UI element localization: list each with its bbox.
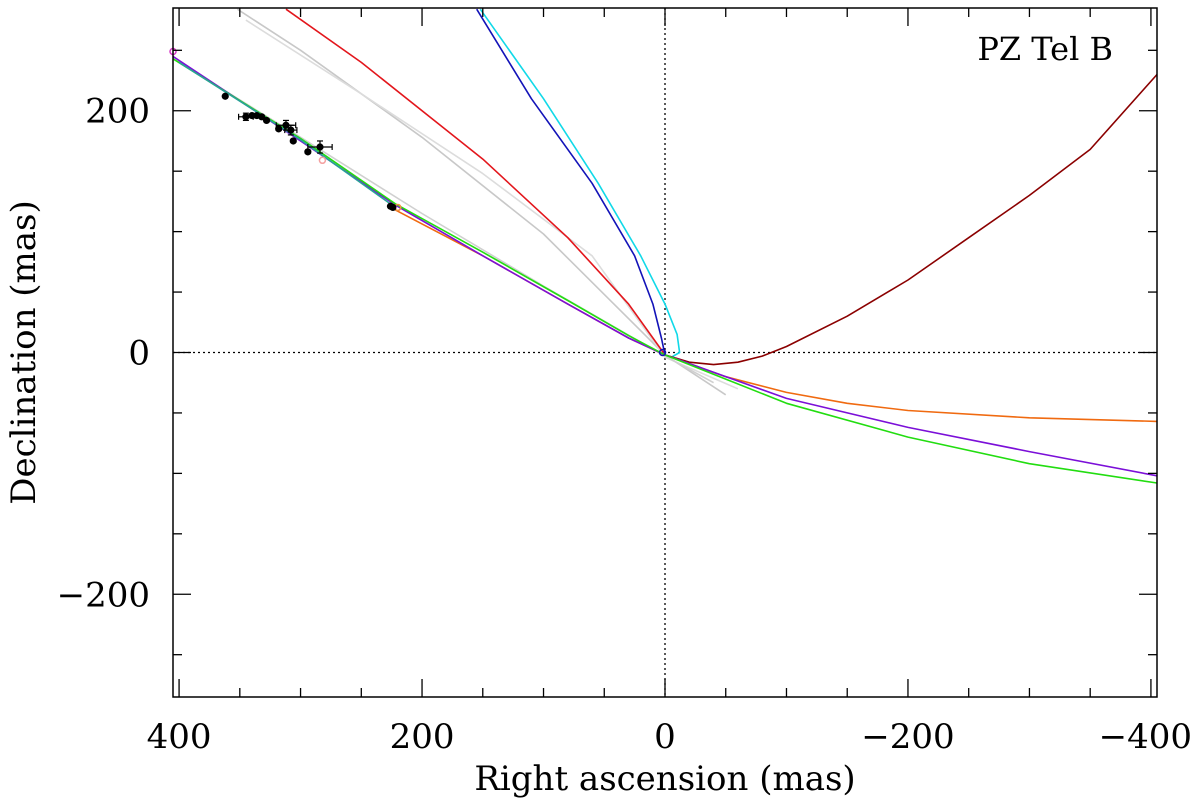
observation-dot — [282, 121, 290, 129]
plot-frame — [172, 7, 1158, 698]
y-tick-label: −200 — [57, 575, 150, 615]
series-red — [285, 8, 666, 356]
series-green — [172, 58, 1158, 484]
observation-dot — [221, 92, 229, 100]
series-purple — [172, 55, 1158, 477]
marker-3 — [658, 348, 667, 357]
observation-point — [284, 124, 298, 136]
observation-point — [275, 125, 283, 133]
observation-dot — [316, 143, 324, 151]
observation-dot — [389, 203, 397, 212]
observation-point — [307, 140, 333, 154]
observation-point — [389, 203, 397, 212]
x-tick-label: 200 — [390, 717, 455, 757]
x-tick-label: 400 — [147, 717, 212, 757]
observation-point — [304, 148, 312, 156]
series-dark-red — [664, 73, 1158, 366]
observation-point — [262, 116, 271, 125]
series-gray-3 — [172, 58, 714, 384]
observation-dot — [287, 126, 295, 134]
x-tick-label: −400 — [1099, 717, 1192, 757]
series-cyan — [479, 8, 681, 359]
observations-layer — [221, 92, 397, 212]
observation-dot — [242, 113, 250, 121]
y-tick-label: 200 — [85, 92, 150, 132]
series-layer — [172, 8, 1158, 484]
series-teal — [178, 61, 396, 209]
observation-point — [221, 92, 229, 100]
tick-labels: 400 200 0 −200 −400 200 0 −200 — [57, 92, 1192, 757]
observation-point — [289, 137, 297, 145]
observation-dot — [275, 125, 283, 133]
observation-dot — [304, 148, 312, 156]
series-blue — [476, 8, 666, 356]
y-axis-title: Declination (mas) — [4, 200, 44, 505]
x-tick-label: −200 — [861, 717, 954, 757]
observation-dot — [262, 116, 271, 125]
x-tick-label: 0 — [654, 717, 676, 757]
ticks-layer — [173, 8, 1157, 697]
marker-1 — [318, 156, 327, 165]
y-tick-label: 0 — [128, 334, 150, 374]
x-axis-title: Right ascension (mas) — [474, 759, 855, 799]
observation-dot — [289, 137, 297, 145]
chart-annotation: PZ Tel B — [977, 30, 1113, 68]
